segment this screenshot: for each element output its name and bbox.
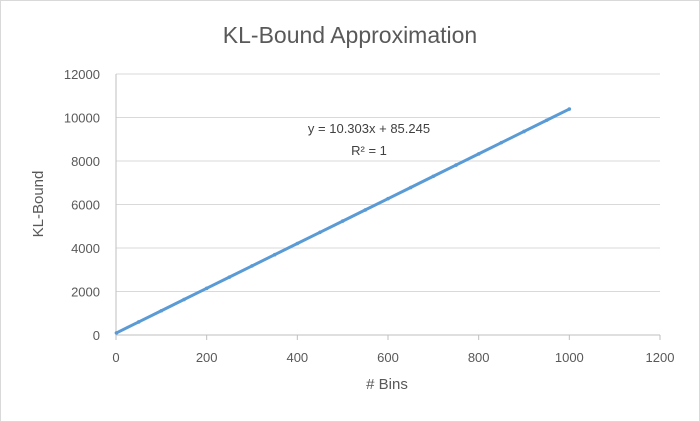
- data-point: [250, 264, 254, 268]
- data-point: [340, 219, 345, 223]
- trendline-equation: y = 10.303x + 85.245: [308, 121, 430, 136]
- data-point: [363, 208, 368, 212]
- trendline-r-squared: R² = 1: [351, 143, 387, 158]
- data-point: [431, 174, 436, 179]
- data-point: [567, 107, 572, 111]
- chart-title: KL-Bound Approximation: [223, 22, 477, 48]
- data-point: [182, 297, 186, 302]
- data-series: [114, 107, 572, 335]
- y-axis-ticks: 0 2000 4000 6000 8000 10000 12000: [64, 67, 100, 343]
- x-tick-label: 0: [112, 350, 119, 365]
- data-point: [318, 230, 322, 235]
- data-point: [272, 252, 277, 257]
- x-tick-label: 600: [377, 350, 399, 365]
- data-point: [454, 163, 458, 167]
- x-tick-label: 800: [468, 350, 490, 365]
- data-point: [295, 241, 300, 246]
- data-point: [386, 196, 390, 201]
- x-tick-label: 1000: [555, 350, 584, 365]
- data-point: [227, 275, 232, 279]
- data-point: [204, 286, 209, 291]
- data-point: [499, 140, 504, 145]
- data-point: [408, 185, 413, 190]
- x-axis-ticks: 0 200 400 600 800 1000 1200: [112, 335, 674, 365]
- data-point: [114, 331, 119, 335]
- gridlines: [116, 73, 660, 292]
- data-point: [522, 129, 526, 134]
- x-tick-label: 1200: [646, 350, 675, 365]
- data-point: [159, 308, 164, 313]
- y-tick-label: 2000: [71, 285, 100, 300]
- y-axis-label: KL-Bound: [30, 171, 47, 238]
- y-tick-label: 10000: [64, 111, 100, 126]
- y-tick-label: 6000: [71, 198, 100, 213]
- y-tick-label: 0: [93, 328, 100, 343]
- data-point: [544, 118, 549, 123]
- y-tick-label: 8000: [71, 154, 100, 169]
- x-tick-label: 400: [286, 350, 308, 365]
- y-tick-label: 12000: [64, 67, 100, 82]
- data-point: [476, 152, 481, 156]
- data-point: [136, 320, 141, 324]
- x-axis-label: # Bins: [366, 376, 408, 393]
- x-tick-label: 200: [196, 350, 218, 365]
- y-tick-label: 4000: [71, 241, 100, 256]
